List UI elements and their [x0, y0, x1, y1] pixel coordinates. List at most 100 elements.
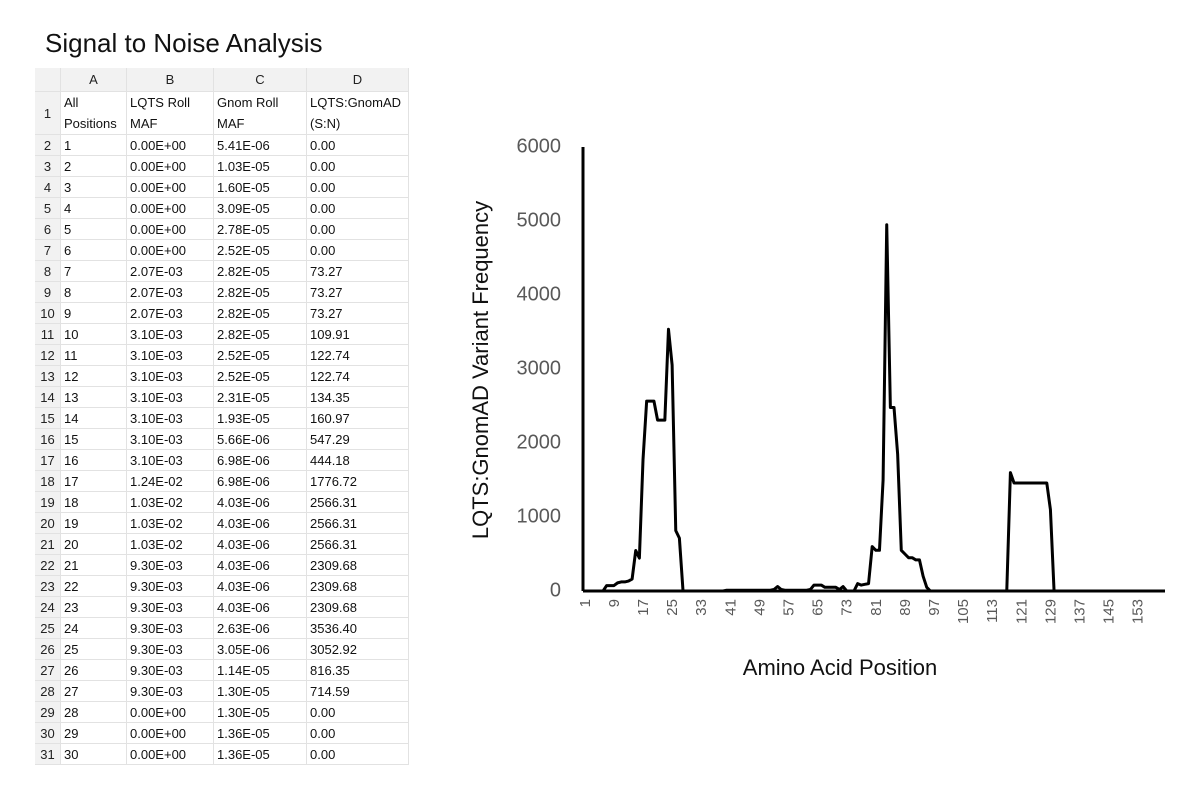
table-cell: 2.82E-05 [213, 260, 307, 282]
table-cell: 2309.68 [306, 575, 409, 597]
row-number: 11 [35, 323, 61, 345]
table-row: 23 22 9.30E-03 4.03E-06 2309.68 [35, 575, 409, 597]
corner-cell [35, 68, 61, 92]
table-cell: 547.29 [306, 428, 409, 450]
table-row: 16 15 3.10E-03 5.66E-06 547.29 [35, 428, 409, 450]
table-row: 17 16 3.10E-03 6.98E-06 444.18 [35, 449, 409, 471]
table-row: 3 2 0.00E+00 1.03E-05 0.00 [35, 155, 409, 177]
row-number: 7 [35, 239, 61, 261]
row-number: 13 [35, 365, 61, 387]
table-cell: 24 [60, 617, 127, 639]
x-tick-label: 129 [1042, 599, 1059, 624]
table-cell: 13 [60, 386, 127, 408]
table-row: 9 8 2.07E-03 2.82E-05 73.27 [35, 281, 409, 303]
table-cell: 3 [60, 176, 127, 198]
table-row: 19 18 1.03E-02 4.03E-06 2566.31 [35, 491, 409, 513]
row-number: 24 [35, 596, 61, 618]
column-header: C [213, 68, 307, 92]
table-cell: 0.00 [306, 218, 409, 240]
y-tick-label: 1000 [517, 505, 562, 527]
table-cell: 3536.40 [306, 617, 409, 639]
table-cell: 29 [60, 722, 127, 744]
table-cell: 12 [60, 365, 127, 387]
table-cell: 21 [60, 554, 127, 576]
y-axis-title: LQTS:GnomAD Variant Frequency [468, 201, 493, 539]
x-tick-label: 73 [839, 599, 856, 616]
table-row: 22 21 9.30E-03 4.03E-06 2309.68 [35, 554, 409, 576]
table-row: 6 5 0.00E+00 2.78E-05 0.00 [35, 218, 409, 240]
table-cell: 122.74 [306, 344, 409, 366]
table-cell: 3.05E-06 [213, 638, 307, 660]
table-row: 13 12 3.10E-03 2.52E-05 122.74 [35, 365, 409, 387]
table-row: 1 All Positions LQTS Roll MAF Gnom Roll MAF… [35, 91, 409, 135]
table-cell: 1.30E-05 [213, 680, 307, 702]
table-cell: 73.27 [306, 260, 409, 282]
table-cell: 16 [60, 449, 127, 471]
x-tick-label: 9 [606, 599, 623, 607]
x-tick-label: 25 [664, 599, 681, 616]
table-row: 21 20 1.03E-02 4.03E-06 2566.31 [35, 533, 409, 555]
table-cell: 9.30E-03 [126, 659, 214, 681]
x-tick-label: 49 [751, 599, 768, 616]
x-tick-label: 33 [693, 599, 710, 616]
table-row: 15 14 3.10E-03 1.93E-05 160.97 [35, 407, 409, 429]
table-cell: 27 [60, 680, 127, 702]
table-cell: 1.03E-02 [126, 512, 214, 534]
table-cell: 816.35 [306, 659, 409, 681]
table-cell: 17 [60, 470, 127, 492]
data-line [584, 223, 1164, 593]
row-number: 4 [35, 176, 61, 198]
table-cell: 4.03E-06 [213, 554, 307, 576]
table-cell: 444.18 [306, 449, 409, 471]
table-cell: 4.03E-06 [213, 512, 307, 534]
table-row: 20 19 1.03E-02 4.03E-06 2566.31 [35, 512, 409, 534]
column-header: B [126, 68, 214, 92]
table-cell: 0.00 [306, 701, 409, 723]
table-cell: 3.10E-03 [126, 449, 214, 471]
table-row: 28 27 9.30E-03 1.30E-05 714.59 [35, 680, 409, 702]
row-number: 19 [35, 491, 61, 513]
row-number: 15 [35, 407, 61, 429]
y-tick-label: 2000 [517, 431, 562, 453]
table-cell: 4.03E-06 [213, 533, 307, 555]
table-cell: 9.30E-03 [126, 575, 214, 597]
x-tick-label: 17 [635, 599, 652, 616]
table-cell: 2.82E-05 [213, 281, 307, 303]
table-cell: 9.30E-03 [126, 554, 214, 576]
row-number: 30 [35, 722, 61, 744]
table-cell: 1.03E-05 [213, 155, 307, 177]
table-cell: 160.97 [306, 407, 409, 429]
table-row: 5 4 0.00E+00 3.09E-05 0.00 [35, 197, 409, 219]
row-number: 8 [35, 260, 61, 282]
row-number: 23 [35, 575, 61, 597]
table-cell: 0.00E+00 [126, 743, 214, 765]
table-cell: 2.63E-06 [213, 617, 307, 639]
y-tick-label: 6000 [517, 135, 562, 157]
table-cell: 2.07E-03 [126, 260, 214, 282]
row-number: 6 [35, 218, 61, 240]
table-cell: 1 [60, 134, 127, 156]
table-cell: 1.60E-05 [213, 176, 307, 198]
table-cell: 8 [60, 281, 127, 303]
table-cell: 6 [60, 239, 127, 261]
table-cell: 4 [60, 197, 127, 219]
table-cell: 1.14E-05 [213, 659, 307, 681]
table-row: 29 28 0.00E+00 1.30E-05 0.00 [35, 701, 409, 723]
table-cell: 3.10E-03 [126, 344, 214, 366]
table-row: 31 30 0.00E+00 1.36E-05 0.00 [35, 743, 409, 765]
table-cell: 20 [60, 533, 127, 555]
table-cell: 9.30E-03 [126, 680, 214, 702]
table-cell: 0.00 [306, 722, 409, 744]
table-row: 2 1 0.00E+00 5.41E-06 0.00 [35, 134, 409, 156]
x-tick-label: 137 [1072, 599, 1089, 624]
table-cell: 9.30E-03 [126, 617, 214, 639]
table-cell: 0.00E+00 [126, 155, 214, 177]
row-number: 2 [35, 134, 61, 156]
table-cell: 14 [60, 407, 127, 429]
x-tick-label: 57 [781, 599, 798, 616]
table-cell: 3.09E-05 [213, 197, 307, 219]
table-cell: 2.52E-05 [213, 239, 307, 261]
table-cell: 0.00E+00 [126, 218, 214, 240]
table-cell: 9.30E-03 [126, 638, 214, 660]
